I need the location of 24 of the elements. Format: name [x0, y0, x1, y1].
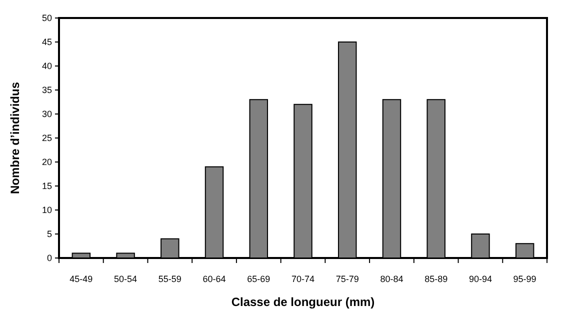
y-tick-label: 0	[46, 252, 52, 263]
x-tick-label: 90-94	[468, 274, 492, 284]
y-tick-label: 50	[42, 12, 52, 23]
x-tick-label: 50-54	[114, 274, 138, 284]
y-tick-label: 40	[42, 60, 52, 71]
y-tick-label: 10	[42, 204, 52, 215]
x-tick-label: 75-79	[336, 274, 359, 284]
x-tick-label: 55-59	[158, 274, 182, 284]
y-tick-label: 15	[42, 180, 52, 191]
x-tick-label: 65-69	[247, 274, 270, 284]
x-tick-label: 85-89	[424, 274, 448, 284]
x-tick-label: 60-64	[202, 274, 226, 284]
x-axis-title: Classe de longueur (mm)	[231, 295, 375, 309]
y-tick-label: 25	[42, 132, 52, 143]
y-tick-label: 30	[42, 108, 52, 119]
y-tick-label: 5	[46, 228, 52, 239]
y-tick-label: 45	[42, 36, 52, 47]
y-axis-title: Nombre d’individus	[8, 82, 22, 194]
x-tick-label: 80-84	[380, 274, 404, 284]
x-tick-label: 70-74	[291, 274, 315, 284]
x-tick-label: 45-49	[70, 274, 93, 284]
y-tick-label: 35	[42, 84, 52, 95]
y-tick-label: 20	[42, 156, 52, 167]
x-tick-label: 95-99	[513, 274, 536, 284]
